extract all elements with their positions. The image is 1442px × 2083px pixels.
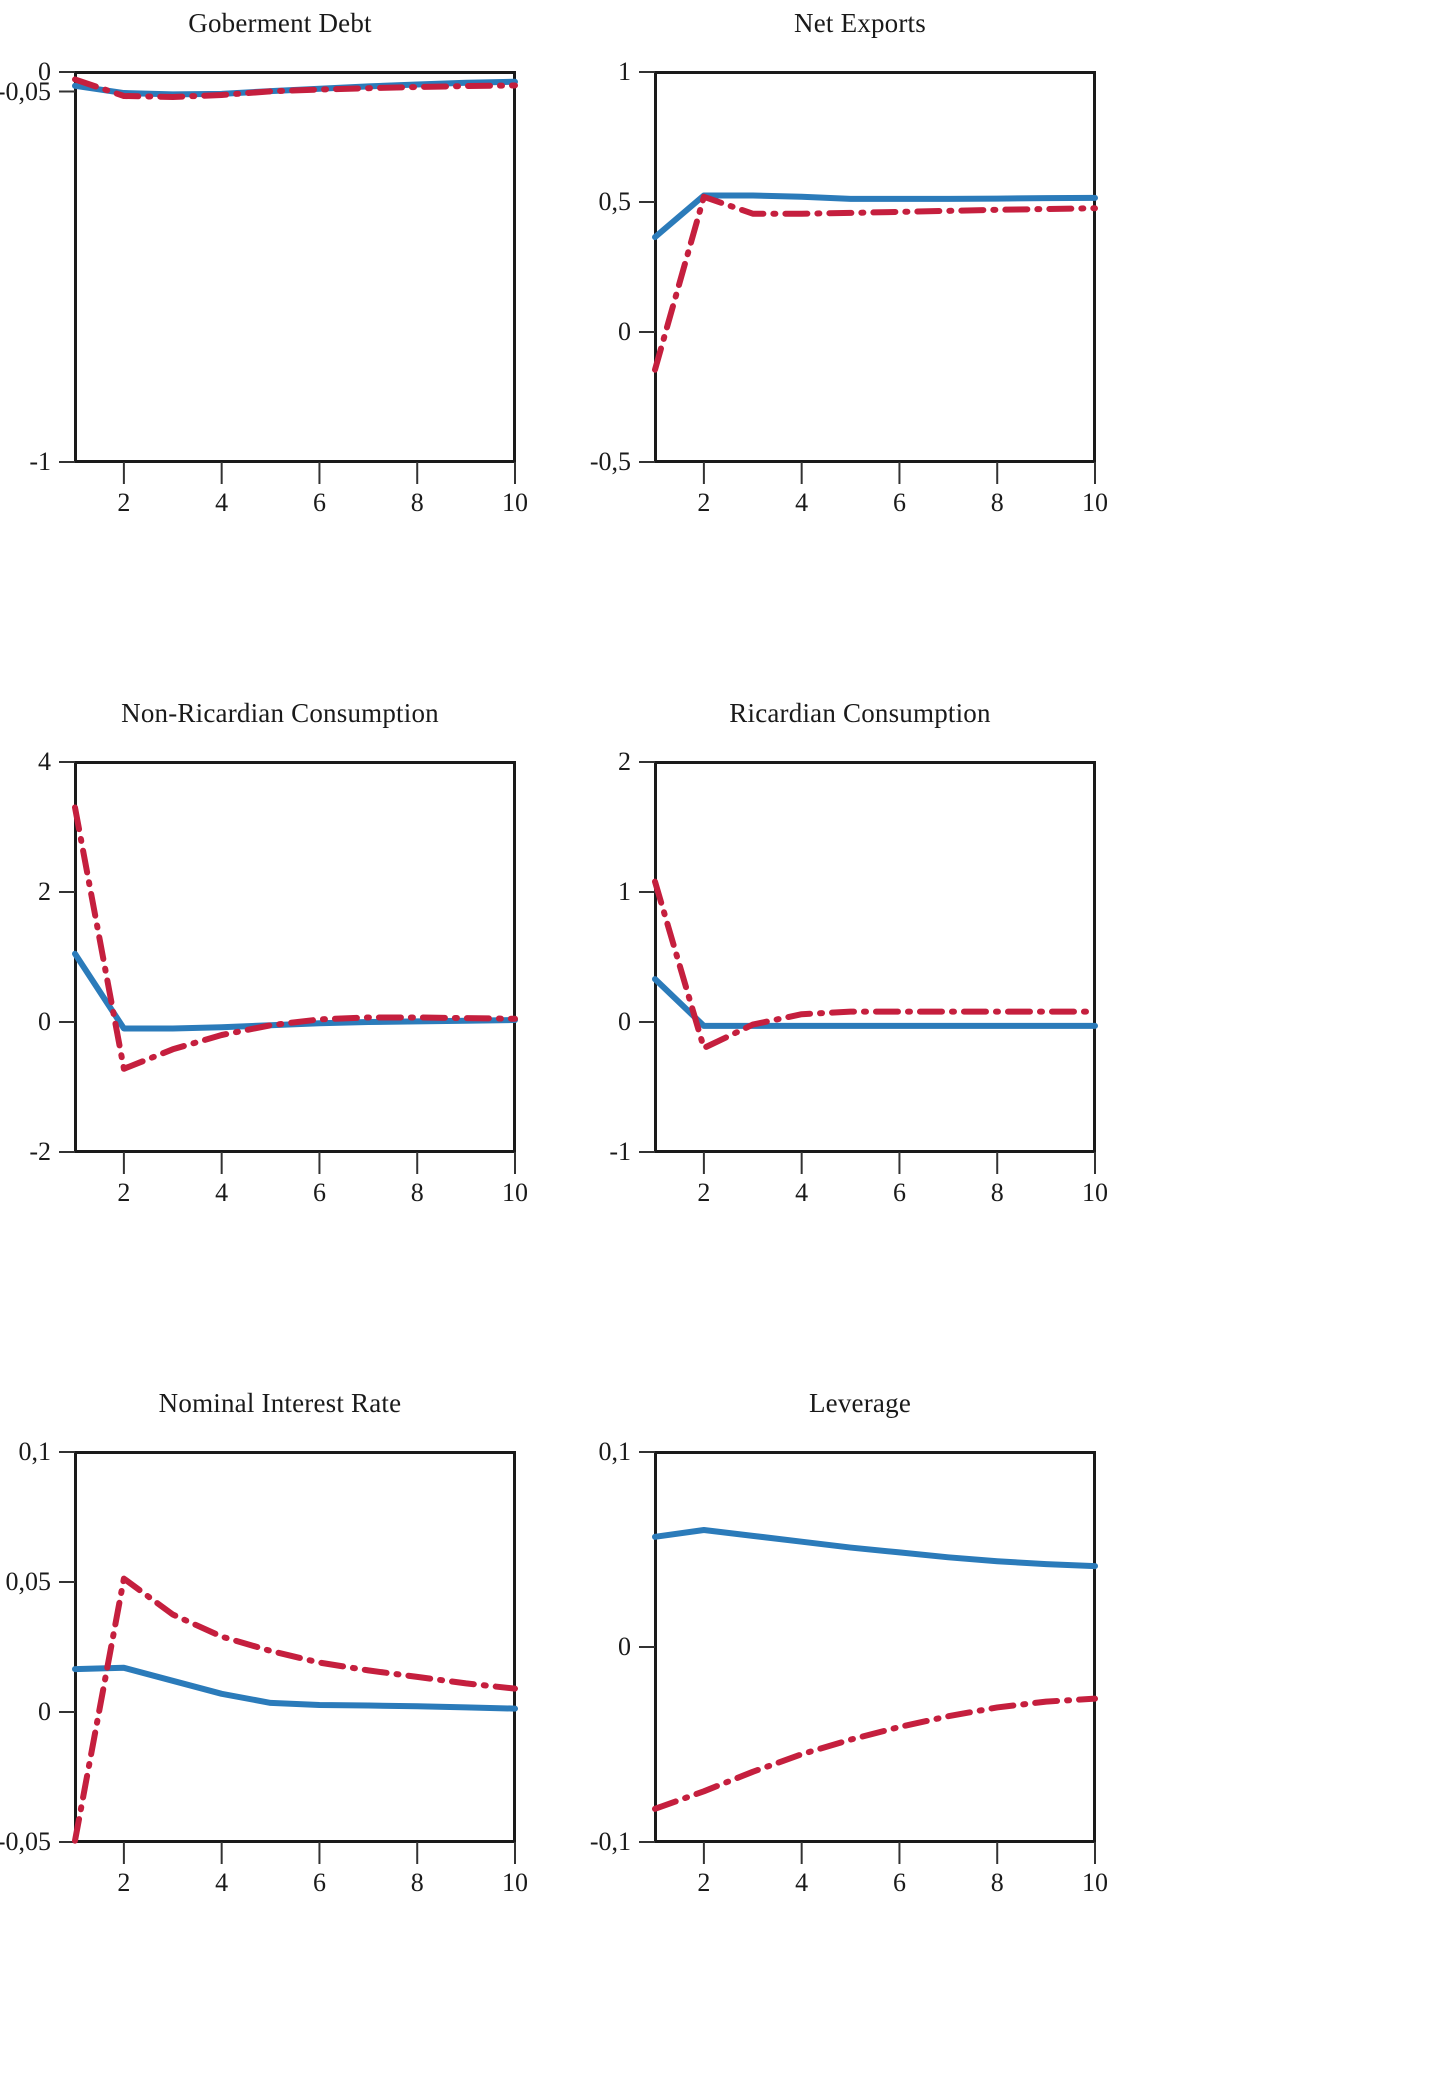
x-tick-label: 6 bbox=[892, 488, 906, 517]
panel-goberment-debt: Goberment Debt 0 -0,05 -1 2 4 6 8 10 bbox=[0, 0, 560, 690]
series-line-red-dashdot bbox=[652, 878, 1098, 1051]
x-tick-label: 4 bbox=[215, 488, 229, 517]
y-tick-label: 1 bbox=[618, 57, 631, 86]
y-tick-label: 0,1 bbox=[18, 1437, 52, 1466]
series-line-blue-solid bbox=[652, 976, 1098, 1029]
panel-nominal-interest-rate: Nominal Interest Rate 0,1 0,05 0 -0,05 2 4 6 8 1… bbox=[0, 1380, 560, 2080]
plot-frame bbox=[74, 1451, 516, 1843]
plot-frame bbox=[74, 71, 516, 463]
x-tick-label: 8 bbox=[410, 1868, 424, 1897]
x-tick-label: 8 bbox=[990, 488, 1004, 517]
plot-area: 0,1 0 -0,1 2 4 6 8 10 bbox=[590, 1437, 1108, 1897]
x-tick-label: 10 bbox=[502, 1868, 528, 1897]
x-tick-label: 4 bbox=[795, 488, 809, 517]
panel-net-exports: Net Exports 1 0,5 0 -0,5 2 4 6 8 10 bbox=[580, 0, 1140, 690]
x-tick-label: 4 bbox=[215, 1868, 229, 1897]
x-tick-label: 10 bbox=[502, 1178, 528, 1207]
x-tick-label: 2 bbox=[697, 1178, 711, 1207]
axes-and-series bbox=[59, 1451, 518, 1864]
plot-area: 4 2 0 -2 2 4 6 8 10 bbox=[29, 747, 528, 1207]
x-tick-label: 2 bbox=[697, 1868, 711, 1897]
y-tick-label: 2 bbox=[618, 747, 631, 776]
x-tick-label: 6 bbox=[312, 1178, 326, 1207]
y-tick-label: 0 bbox=[38, 1007, 51, 1036]
y-tick-label: -0,1 bbox=[589, 1827, 631, 1856]
plot-frame bbox=[74, 761, 516, 1153]
y-tick-label: 2 bbox=[38, 877, 51, 906]
series-line-red-dashdot bbox=[652, 193, 1098, 373]
y-tick-label: 0 bbox=[618, 317, 631, 346]
y-tick-label: -2 bbox=[29, 1137, 51, 1166]
plot-area: 2 1 0 -1 2 4 6 8 10 bbox=[609, 747, 1108, 1207]
panel-title: Ricardian Consumption bbox=[729, 698, 991, 728]
x-tick-label: 2 bbox=[697, 488, 711, 517]
series-line-blue-solid bbox=[72, 1664, 518, 1712]
y-tick-label: -0,5 bbox=[589, 447, 631, 476]
series-line-red-dashdot bbox=[72, 804, 518, 1072]
axes-and-series bbox=[639, 761, 1098, 1174]
axes-and-series bbox=[59, 71, 518, 484]
panel-title: Non-Ricardian Consumption bbox=[121, 698, 439, 728]
x-tick-label: 8 bbox=[410, 1178, 424, 1207]
y-tick-label: 0 bbox=[618, 1007, 631, 1036]
y-tick-label: 4 bbox=[38, 747, 51, 776]
x-tick-label: 10 bbox=[1082, 1868, 1108, 1897]
plot-area: 0 -0,05 -1 2 4 6 8 10 bbox=[0, 57, 528, 517]
y-tick-label: -1 bbox=[29, 447, 51, 476]
y-tick-label: 0,05 bbox=[5, 1567, 52, 1596]
panel-title: Leverage bbox=[808, 1388, 912, 1418]
plot-frame bbox=[654, 1451, 1096, 1843]
x-tick-label: 10 bbox=[1082, 1178, 1108, 1207]
x-tick-label: 8 bbox=[990, 1868, 1004, 1897]
x-tick-label: 6 bbox=[892, 1178, 906, 1207]
y-tick-label: -0,05 bbox=[0, 76, 51, 106]
panel-non-ricardian-consumption: Non-Ricardian Consumption 4 2 0 -2 2 4 6 8 10 bbox=[0, 690, 560, 1380]
panel-title: Net Exports bbox=[794, 8, 926, 38]
x-tick-label: 8 bbox=[410, 488, 424, 517]
series-line-red-dashdot bbox=[652, 1695, 1098, 1812]
x-tick-label: 10 bbox=[1082, 488, 1108, 517]
x-tick-label: 2 bbox=[117, 488, 131, 517]
y-tick-label: -0,05 bbox=[0, 1827, 51, 1856]
y-tick-label: 1 bbox=[618, 877, 631, 906]
axes-and-series bbox=[639, 71, 1098, 484]
x-tick-label: 10 bbox=[502, 488, 528, 517]
x-tick-label: 6 bbox=[312, 488, 326, 517]
panel-ricardian-consumption: Ricardian Consumption 2 1 0 -1 2 4 6 8 10 bbox=[580, 690, 1140, 1380]
x-tick-label: 6 bbox=[892, 1868, 906, 1897]
x-tick-label: 4 bbox=[795, 1868, 809, 1897]
y-tick-label: 0 bbox=[38, 57, 51, 86]
y-tick-label: -1 bbox=[609, 1137, 631, 1166]
series-line-red-dashdot bbox=[72, 1575, 518, 1844]
y-tick-label: 0 bbox=[618, 1632, 631, 1661]
series-line-blue-solid bbox=[72, 950, 518, 1032]
series-line-blue-solid bbox=[652, 192, 1098, 241]
series-line-blue-solid bbox=[652, 1527, 1098, 1570]
plot-area: 1 0,5 0 -0,5 2 4 6 8 10 bbox=[590, 57, 1108, 517]
plot-area: 0,1 0,05 0 -0,05 2 4 6 8 10 bbox=[0, 1437, 528, 1897]
x-tick-label: 2 bbox=[117, 1178, 131, 1207]
y-tick-label: 0 bbox=[38, 1697, 51, 1726]
y-tick-label: 0,1 bbox=[598, 1437, 632, 1466]
y-tick-label: 0,5 bbox=[598, 187, 632, 216]
x-tick-label: 4 bbox=[215, 1178, 229, 1207]
plot-frame bbox=[654, 761, 1096, 1153]
x-tick-label: 8 bbox=[990, 1178, 1004, 1207]
axes-and-series bbox=[639, 1451, 1098, 1864]
x-tick-label: 2 bbox=[117, 1868, 131, 1897]
series-line-red-dashdot bbox=[72, 76, 518, 100]
panel-title: Nominal Interest Rate bbox=[158, 1388, 402, 1418]
x-tick-label: 4 bbox=[795, 1178, 809, 1207]
x-tick-label: 6 bbox=[312, 1868, 326, 1897]
panel-leverage: Leverage 0,1 0 -0,1 2 4 6 8 10 bbox=[580, 1380, 1140, 2080]
panel-title: Goberment Debt bbox=[188, 8, 372, 38]
axes-and-series bbox=[59, 761, 518, 1174]
plot-frame bbox=[654, 71, 1096, 463]
